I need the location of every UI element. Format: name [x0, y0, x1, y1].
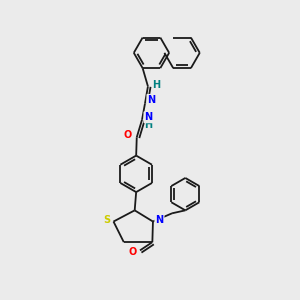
Text: N: N: [145, 112, 153, 122]
Text: N: N: [155, 215, 164, 225]
Text: O: O: [128, 247, 137, 257]
Text: S: S: [103, 215, 111, 225]
Text: N: N: [147, 95, 155, 105]
Text: S: S: [103, 215, 111, 225]
Text: N: N: [147, 95, 155, 105]
Text: N: N: [155, 215, 164, 225]
Text: H: H: [152, 80, 160, 90]
Text: H: H: [145, 120, 153, 130]
Text: N: N: [145, 112, 153, 122]
Text: O: O: [124, 130, 132, 140]
